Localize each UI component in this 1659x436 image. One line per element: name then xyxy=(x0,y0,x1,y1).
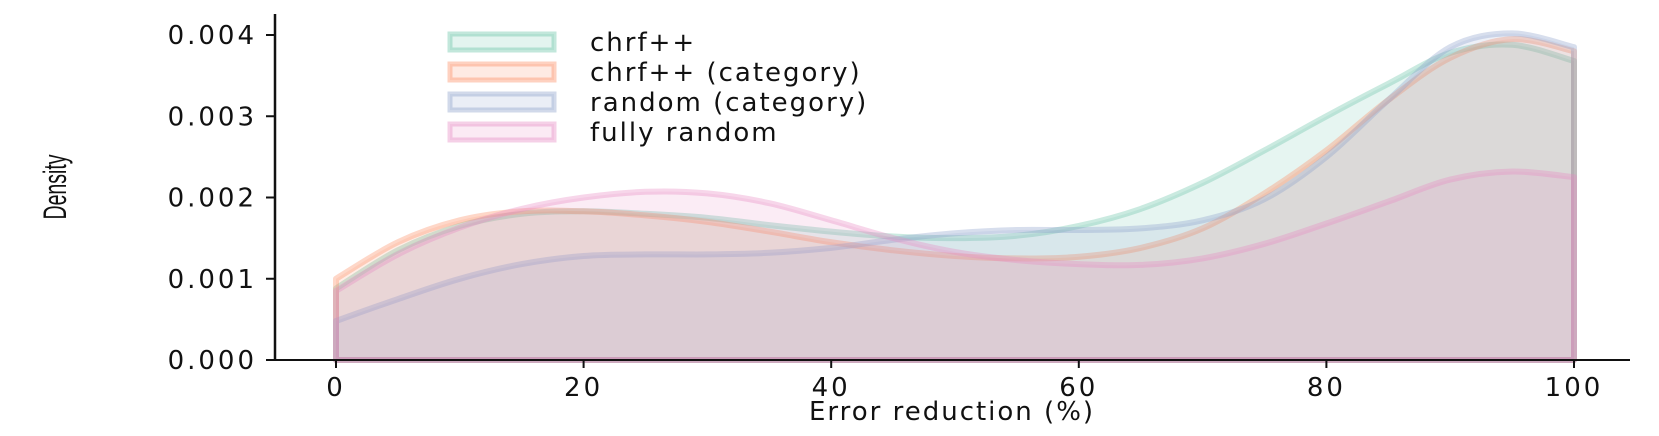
legend-swatch-3 xyxy=(447,91,557,113)
density-area-1 xyxy=(333,41,1577,363)
x-ticks: 0 20 40 60 80 100 xyxy=(326,360,1604,403)
y-tick-label: 0.001 xyxy=(168,265,257,295)
x-tick-label: 20 xyxy=(564,373,603,403)
y-axis-label: Density xyxy=(37,154,73,219)
x-tick-label: 100 xyxy=(1545,373,1604,403)
x-tick-label: 60 xyxy=(1059,373,1098,403)
density-areas xyxy=(333,30,1577,363)
legend-swatch-4 xyxy=(447,121,557,143)
legend-swatch-1 xyxy=(447,31,557,53)
legend: chrf++chrf++ (category)random (category)… xyxy=(447,28,868,148)
x-axis-label: Error reduction (%) xyxy=(809,397,1095,427)
y-tick-label: 0.000 xyxy=(168,346,257,376)
x-tick-label: 40 xyxy=(812,373,851,403)
density-area-3 xyxy=(333,30,1577,363)
y-tick-label: 0.003 xyxy=(168,102,257,132)
legend-label-1: chrf++ xyxy=(590,28,696,58)
density-area-2 xyxy=(333,36,1577,363)
legend-label-4: fully random xyxy=(590,118,779,148)
legend-label-2: chrf++ (category) xyxy=(590,58,862,88)
legend-label-3: random (category) xyxy=(590,88,868,118)
y-ticks: 0.000 0.001 0.002 0.003 0.004 xyxy=(168,21,275,376)
legend-swatch-2 xyxy=(447,61,557,83)
density-area-4 xyxy=(333,168,1577,363)
x-tick-label: 80 xyxy=(1307,373,1346,403)
y-tick-label: 0.004 xyxy=(168,21,257,51)
x-tick-label: 0 xyxy=(326,373,346,403)
y-tick-label: 0.002 xyxy=(168,184,257,214)
axes xyxy=(273,14,1630,361)
